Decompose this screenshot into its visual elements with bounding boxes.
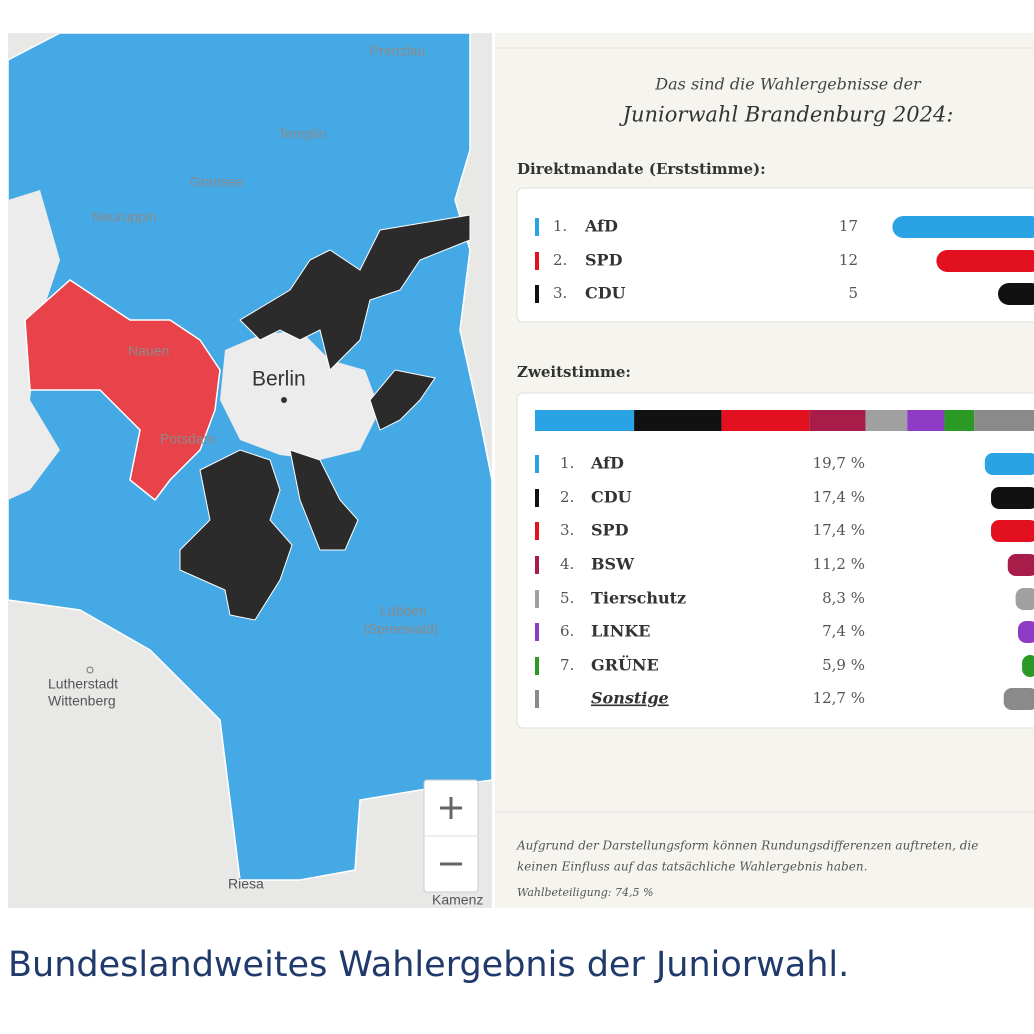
turnout: Wahlbeteiligung: 74,5 % (517, 886, 653, 899)
second-card (516, 392, 1034, 729)
bar (1003, 688, 1034, 710)
rank: 7. (560, 656, 574, 674)
color-tick (535, 455, 539, 473)
share: 12,7 % (813, 689, 865, 707)
panel-title: Juniorwahl Brandenburg 2024: (619, 103, 954, 127)
map-label: Kamenz (432, 892, 483, 908)
bar (1022, 655, 1034, 677)
rank: 5. (560, 589, 574, 607)
color-tick (535, 590, 539, 608)
bar (991, 520, 1034, 542)
region-cdu (369, 369, 436, 431)
party: SPD (585, 251, 623, 270)
color-tick (535, 690, 539, 708)
party: Sonstige (591, 689, 669, 708)
map-label: Templin (278, 126, 326, 142)
bar (1018, 621, 1034, 643)
stack-segment (721, 410, 810, 431)
map-label: Berlin (252, 368, 306, 391)
color-tick (535, 623, 539, 641)
bar (1015, 588, 1034, 610)
bar (998, 283, 1034, 305)
rank: 2. (560, 488, 574, 506)
region-cdu (289, 449, 359, 551)
map-label: Riesa (228, 876, 264, 892)
party: BSW (591, 555, 635, 574)
color-tick (535, 285, 539, 303)
rank: 3. (560, 521, 574, 539)
map-label: Gransee (190, 174, 244, 190)
stack-segment (634, 410, 722, 431)
party: AfD (584, 217, 618, 236)
map: Prenzlau Templin Gransee Neuruppin Berli… (8, 33, 492, 908)
bar (892, 216, 1034, 238)
color-tick (535, 489, 539, 507)
map-label: Lübben (380, 603, 427, 619)
share: 17,4 % (813, 488, 865, 506)
stack-segment (944, 410, 975, 431)
footnote: keinen Einfluss auf das tatsächliche Wah… (517, 860, 867, 874)
color-tick (535, 218, 539, 236)
zoom-icons (440, 797, 462, 866)
map-label: Prenzlau (370, 43, 425, 59)
region-spd (24, 279, 221, 502)
party: CDU (585, 284, 626, 303)
party: AfD (590, 454, 624, 473)
rank: 2. (553, 251, 567, 269)
party: GRÜNE (591, 655, 659, 675)
region-cdu (239, 214, 471, 371)
map-label: Potsdam (160, 431, 215, 447)
rank: 3. (553, 284, 567, 302)
rank: 4. (560, 555, 574, 573)
rank: 1. (560, 454, 574, 472)
party: CDU (591, 488, 632, 507)
stack-segment (865, 410, 908, 431)
bar (984, 453, 1034, 475)
map-label: (Spreewald) (363, 621, 438, 637)
caption: Bundeslandweites Wahlergebnis der Junior… (8, 945, 849, 985)
intro: Das sind die Wahlergebnisse der (654, 75, 922, 94)
seats: 17 (839, 217, 858, 235)
region-cdu (179, 449, 293, 621)
share: 17,4 % (813, 521, 865, 539)
city-dot (86, 666, 94, 674)
share: 11,2 % (813, 555, 865, 573)
share: 19,7 % (813, 454, 865, 472)
party: SPD (591, 521, 629, 540)
color-tick (535, 556, 539, 574)
share: 5,9 % (822, 656, 865, 674)
seats: 5 (848, 284, 858, 302)
region-berlin (220, 330, 380, 460)
stack-segment (535, 410, 635, 431)
second-heading: Zweitstimme: (517, 363, 631, 381)
direct-heading: Direktmandate (Erststimme): (517, 160, 766, 178)
stack-segment (907, 410, 945, 431)
footnote: Aufgrund der Darstellungsform können Run… (516, 839, 978, 853)
stack-segment (974, 410, 1034, 431)
color-tick (535, 657, 539, 675)
stack-segment (809, 410, 866, 431)
city-dot (281, 397, 287, 403)
color-tick (535, 522, 539, 540)
bar (1007, 554, 1034, 576)
bar (936, 250, 1034, 272)
rank: 6. (560, 622, 574, 640)
rank: 1. (553, 217, 567, 235)
party: LINKE (591, 622, 650, 641)
seats: 12 (839, 251, 858, 269)
map-label: Nauen (128, 343, 169, 359)
share: 8,3 % (822, 589, 865, 607)
map-label: Neuruppin (92, 209, 157, 225)
bar (991, 487, 1034, 509)
map-label: Lutherstadt (48, 676, 118, 692)
share: 7,4 % (822, 622, 865, 640)
color-tick (535, 252, 539, 270)
party: Tierschutz (591, 589, 686, 608)
map-label: Wittenberg (48, 693, 116, 709)
